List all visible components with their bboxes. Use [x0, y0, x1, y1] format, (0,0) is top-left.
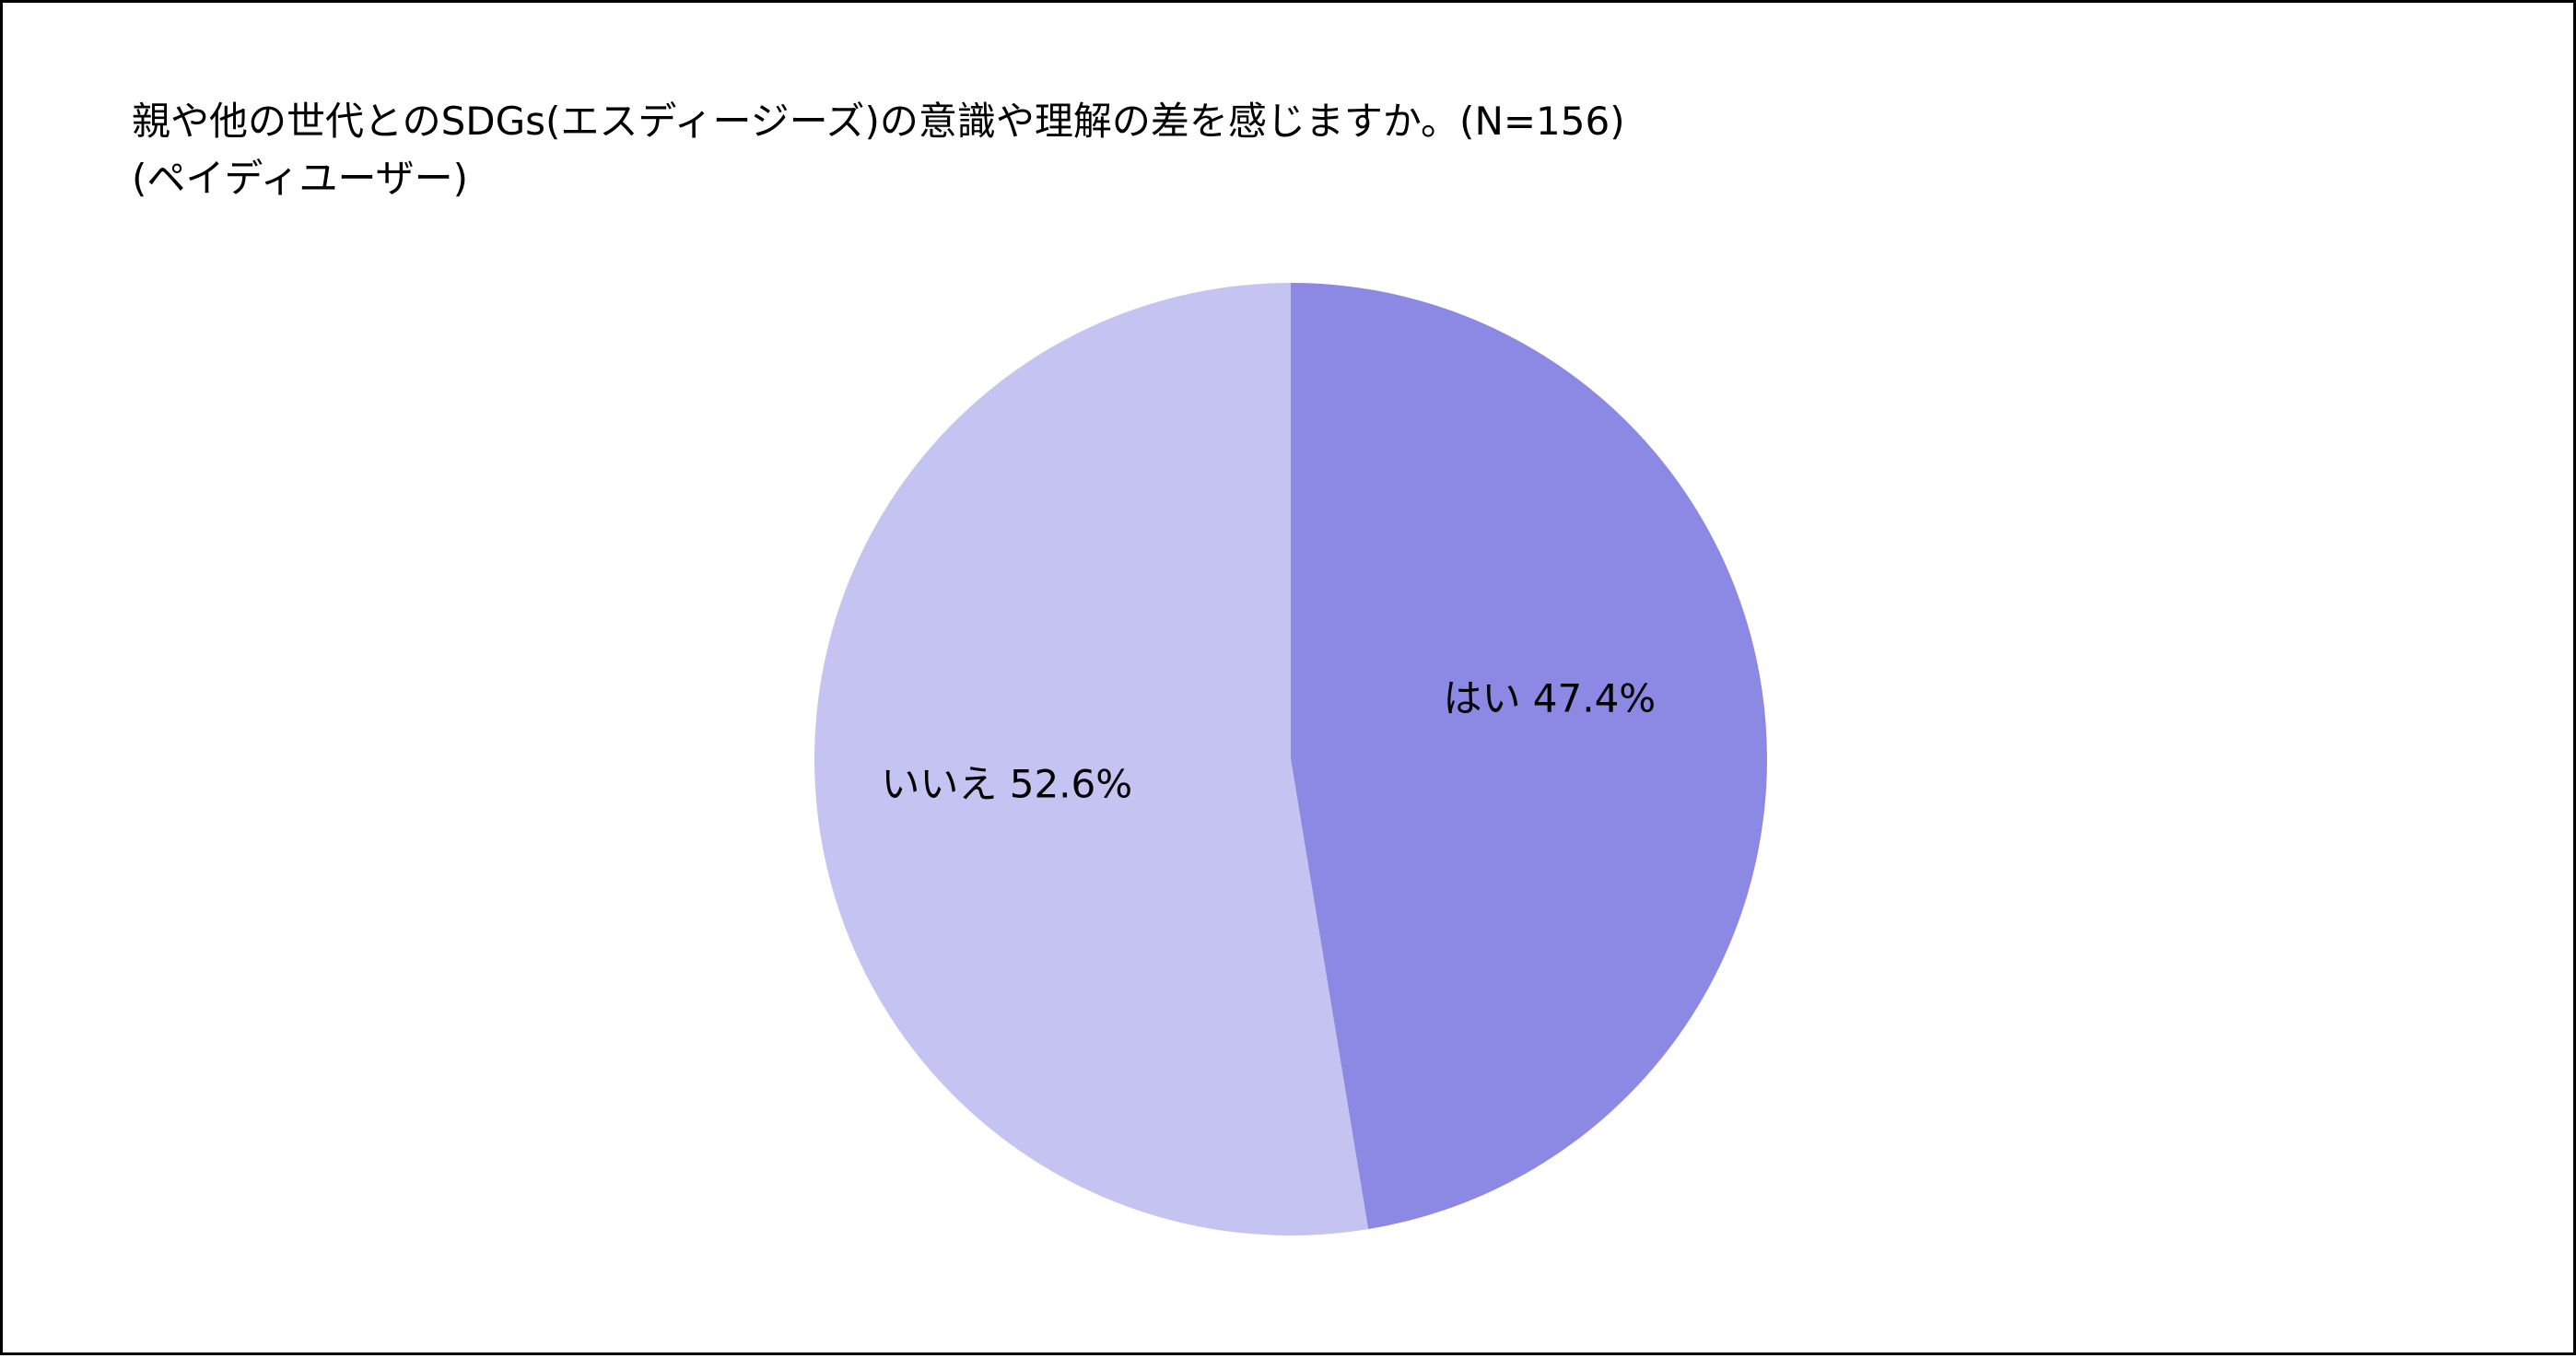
chart-title-block: 親や他の世代とのSDGs(エスディージーズ)の意識や理解の差を感じますか。(N=…	[132, 93, 1625, 207]
chart-subtitle: (ペイディユーザー)	[132, 156, 468, 201]
slice-label-no: いいえ 52.6%	[881, 761, 1132, 806]
pie-chart: はい 47.4% いいえ 52.6%	[814, 283, 1768, 1235]
chart-title: 親や他の世代とのSDGs(エスディージーズ)の意識や理解の差を感じますか。(N=…	[132, 99, 1625, 144]
pie-slice-no	[814, 283, 1369, 1235]
pie-slice-yes	[1291, 283, 1768, 1230]
slice-label-yes: はい 47.4%	[1443, 675, 1656, 720]
